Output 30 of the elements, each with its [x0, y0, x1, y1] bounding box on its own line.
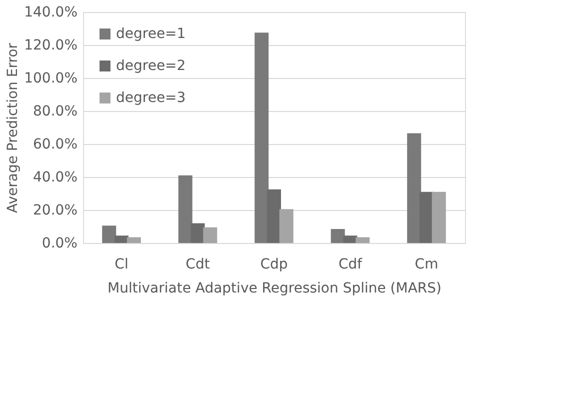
- x-axis-title: Multivariate Adaptive Regression Spline (MARS): [108, 280, 442, 296]
- bar: [407, 133, 422, 243]
- legend-label: degree=1: [116, 26, 186, 42]
- y-tick-label: 40.0%: [33, 170, 78, 186]
- bar: [432, 192, 446, 243]
- y-tick-label: 140.0%: [24, 4, 78, 20]
- bar: [102, 226, 116, 243]
- bar: [279, 209, 294, 243]
- bar: [356, 237, 370, 243]
- bar: [178, 175, 192, 243]
- bar: [126, 237, 141, 243]
- y-tick-label: 80.0%: [33, 104, 78, 120]
- y-tick-label: 60.0%: [33, 136, 78, 152]
- y-tick-label: 100.0%: [24, 70, 78, 86]
- y-tick-label: 20.0%: [33, 202, 78, 218]
- legend-label: degree=3: [116, 90, 186, 106]
- y-tick-label: 120.0%: [24, 38, 78, 54]
- x-tick-label: Cdf: [338, 256, 364, 272]
- x-tick-label: Cdt: [186, 256, 210, 272]
- bar: [203, 227, 218, 243]
- x-tick-label: Cl: [114, 256, 128, 272]
- bar: [330, 228, 345, 243]
- bar: [254, 32, 269, 243]
- y-tick-label: 0.0%: [42, 236, 78, 252]
- bar: [114, 236, 129, 243]
- legend-label: degree=2: [116, 58, 186, 74]
- x-tick-label: Cm: [414, 256, 438, 272]
- bar: [267, 189, 281, 243]
- x-tick-label: Cdp: [260, 256, 288, 272]
- y-axis-title: Average Prediction Error: [5, 42, 22, 214]
